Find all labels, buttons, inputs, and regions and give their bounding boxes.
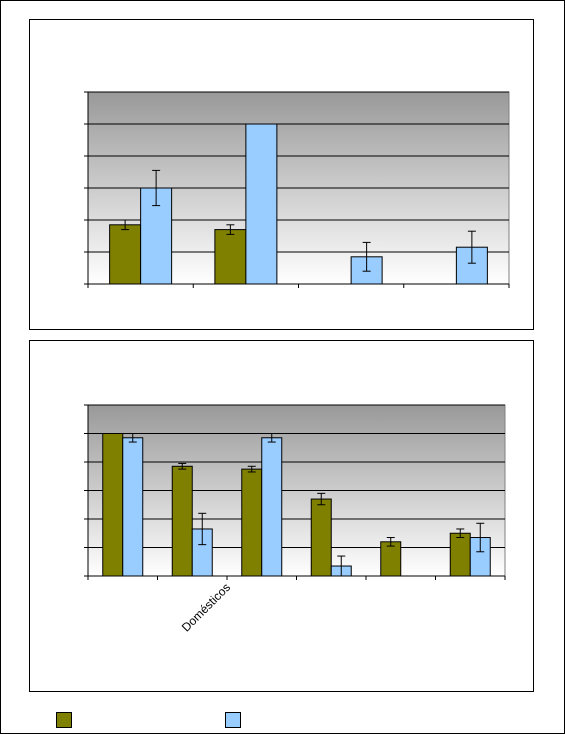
- chart2-x-tick-label: Domésticos: [179, 580, 233, 634]
- chart2-bar-series1: [171, 465, 193, 577]
- legend-swatch-series-1: [56, 712, 72, 728]
- chart1-bar-series2: [140, 187, 173, 285]
- chart2-bar-series2: [261, 437, 283, 577]
- chart2-bar-series1: [449, 532, 471, 577]
- chart2-bar-series1: [241, 468, 263, 577]
- chart1-bar-series1: [214, 229, 247, 285]
- chart2-bar-series1: [310, 498, 332, 577]
- chart1-bar-series1: [109, 224, 142, 285]
- legend-swatch-series-2: [225, 712, 241, 728]
- chart1-bar-series2: [245, 123, 278, 285]
- chart2-bar-series1: [380, 541, 402, 577]
- chart2-bar-series1: [102, 433, 124, 577]
- chart2-bar-series2: [122, 437, 144, 577]
